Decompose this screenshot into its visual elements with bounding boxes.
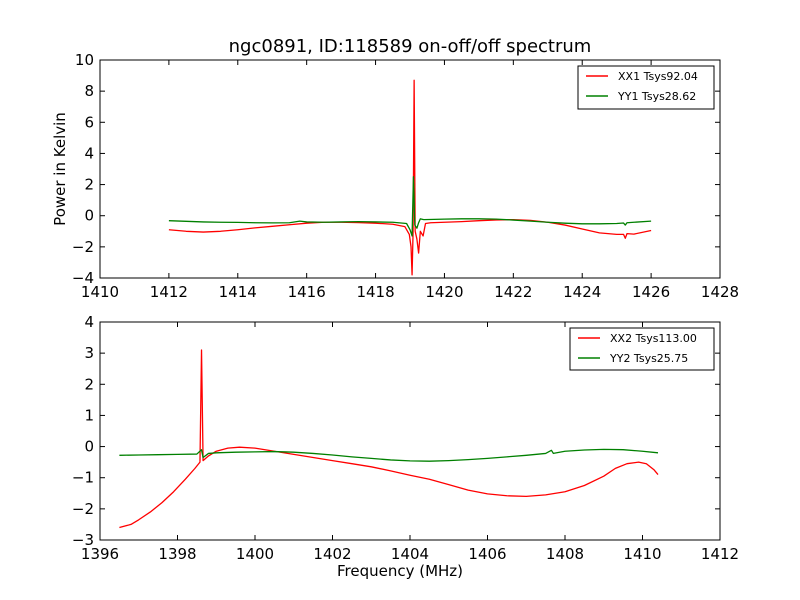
legend-entry: XX2 Tsys113.00 (610, 332, 697, 345)
legend: XX2 Tsys113.00 YY2 Tsys25.75 (569, 327, 715, 371)
y-tick-label: 1 (84, 406, 94, 424)
bottom-panel: 1396 1398 1400 1402 1404 1406 1408 1410 1412−3−2… (72, 313, 739, 580)
y-tick-label: 4 (84, 144, 94, 162)
series-line-yy1 (168, 176, 652, 237)
y-tick-label: 2 (84, 375, 94, 393)
x-tick-label: 1424 (563, 283, 601, 301)
y-tick-label: 3 (84, 344, 94, 362)
series-line-xx1 (168, 79, 652, 276)
x-tick-label: 1410 (81, 283, 119, 301)
x-tick-label: 1422 (494, 283, 532, 301)
legend-entry: YY2 Tsys25.75 (609, 352, 688, 365)
x-tick-label: 1398 (158, 545, 196, 563)
x-tick-label: 1412 (150, 283, 188, 301)
y-tick-label: 10 (75, 51, 94, 69)
legend-entry: YY1 Tsys28.62 (617, 90, 696, 103)
y-tick-label: −2 (72, 500, 94, 518)
x-tick-label: 1414 (219, 283, 257, 301)
x-tick-label: 1404 (391, 545, 429, 563)
x-tick-label: 1416 (288, 283, 326, 301)
y-tick-label: −4 (72, 269, 94, 287)
x-axis-label: Frequency (MHz) (337, 562, 463, 580)
y-axis-label: Power in Kelvin (51, 112, 69, 226)
top-panel: 1410 1412 1414 1416 1418 1420 1422 1424 1426 1428… (51, 51, 739, 301)
y-tick-label: 6 (84, 113, 94, 131)
legend-entry: XX1 Tsys92.04 (618, 70, 698, 83)
chart-title: ngc0891, ID:118589 on-off/off spectrum (229, 36, 592, 57)
x-tick-label: 1396 (81, 545, 119, 563)
x-tick-label: 1410 (623, 545, 661, 563)
x-tick-label: 1402 (313, 545, 351, 563)
y-tick-label: −2 (72, 238, 94, 256)
x-tick-label: 1412 (701, 545, 739, 563)
legend-box (577, 65, 715, 110)
x-tick-label: 1408 (546, 545, 584, 563)
series-line-yy2 (119, 448, 659, 462)
y-tick-label: 0 (84, 438, 94, 456)
y-tick-label: 4 (84, 313, 94, 331)
x-tick-label: 1418 (356, 283, 394, 301)
x-tick-label: 1428 (701, 283, 739, 301)
legend-box (569, 327, 715, 371)
x-tick-label: 1420 (425, 283, 463, 301)
y-tick-label: 8 (84, 82, 94, 100)
legend: XX1 Tsys92.04 YY1 Tsys28.62 (577, 65, 715, 110)
x-tick-label: 1406 (468, 545, 506, 563)
y-tick-label: 2 (84, 176, 94, 194)
y-tick-label: 0 (84, 207, 94, 225)
series-line-xx2 (119, 349, 659, 529)
plot-frame (99, 59, 721, 279)
y-tick-label: −3 (72, 531, 94, 549)
x-tick-label: 1426 (632, 283, 670, 301)
x-tick-label: 1400 (236, 545, 274, 563)
y-tick-label: −1 (72, 469, 94, 487)
